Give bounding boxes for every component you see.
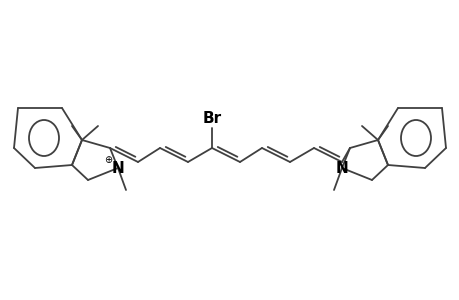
Text: Br: Br	[202, 110, 221, 125]
Text: N: N	[335, 160, 347, 175]
Text: ⊕: ⊕	[104, 155, 112, 165]
Text: N: N	[112, 160, 124, 175]
